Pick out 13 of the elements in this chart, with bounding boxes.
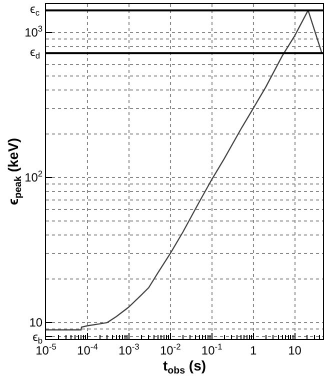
y-tick-label: 10$^{2}$ bbox=[24, 168, 43, 185]
ref-line-label: ϵ$_{d}$ bbox=[30, 45, 40, 61]
x-tick-label: 10$^{-3}$ bbox=[118, 341, 140, 358]
x-tick-label: 10$^{-4}$ bbox=[77, 341, 98, 358]
y-tick-label: ϵ$_{b}$ bbox=[32, 330, 43, 346]
y-tick-label: 10 bbox=[29, 316, 43, 330]
ref-line-label: ϵ$_{c}$ bbox=[30, 2, 40, 18]
x-tick-label: 1 bbox=[250, 343, 257, 358]
x-axis-title: t$_{obs}$ (s) bbox=[162, 358, 206, 377]
x-tick-label: 10 bbox=[288, 343, 302, 358]
x-tick-label: 10$^{-1}$ bbox=[201, 341, 223, 358]
x-tick-label: 10$^{-2}$ bbox=[160, 341, 182, 358]
y-tick-label: 10$^{3}$ bbox=[24, 24, 43, 40]
